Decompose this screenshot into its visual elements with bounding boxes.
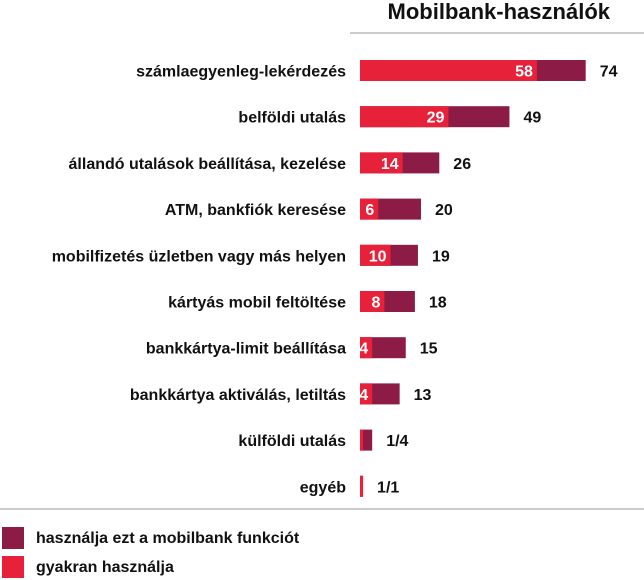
- category-label: kártyás mobil feltöltése: [168, 295, 346, 312]
- frequent-value-label: 6: [365, 202, 374, 219]
- category-label: egyéb: [300, 479, 346, 496]
- bar-frequent: [360, 106, 449, 128]
- frequent-value-label: 58: [515, 64, 533, 81]
- bar-frequent: [360, 475, 364, 497]
- bar-frequent: [360, 152, 403, 174]
- frequent-value-label: 14: [381, 156, 399, 173]
- category-label: bankkártya-limit beállítása: [146, 341, 346, 358]
- used-value-label: 1/1: [377, 479, 399, 496]
- legend-label-frequent: gyakran használja: [36, 559, 174, 576]
- category-label: bankkártya aktiválás, letiltás: [130, 387, 346, 404]
- bar-frequent: [360, 244, 391, 266]
- bar-frequent: [360, 60, 537, 81]
- category-label: mobilfizetés üzletben vagy más helyen: [52, 248, 346, 265]
- used-value-label: 26: [453, 156, 471, 173]
- frequent-value-label: 8: [371, 295, 380, 312]
- frequent-value-label: 10: [369, 248, 387, 265]
- legend: használja ezt a mobilbank funkciót gyakr…: [2, 527, 300, 578]
- used-value-label: 13: [414, 387, 432, 404]
- chart-title: Mobilbank-használók: [388, 0, 611, 24]
- legend-swatch-used: [2, 527, 24, 549]
- bar-frequent: [360, 429, 364, 451]
- legend-label-used: használja ezt a mobilbank funkciót: [36, 530, 300, 547]
- used-value-label: 1/4: [386, 433, 408, 450]
- used-value-label: 20: [435, 202, 453, 219]
- category-label: állandó utalások beállítása, kezelése: [69, 156, 347, 173]
- category-label: külföldi utalás: [238, 433, 346, 450]
- legend-swatch-frequent: [2, 556, 24, 578]
- bars-group: számlaegyenleg-lekérdezés 58 74 belföldi ut…: [52, 60, 618, 497]
- bar-frequent: [360, 198, 379, 220]
- used-value-label: 49: [523, 110, 541, 127]
- category-label: ATM, bankfiók keresése: [165, 202, 346, 219]
- used-value-label: 15: [420, 341, 438, 358]
- frequent-value-label: 29: [427, 110, 445, 127]
- bar-frequent: [360, 337, 373, 359]
- used-value-label: 19: [432, 248, 450, 265]
- bar-frequent: [360, 383, 373, 405]
- frequent-value-label: 4: [359, 387, 368, 404]
- category-label: belföldi utalás: [238, 110, 346, 127]
- used-value-label: 74: [600, 64, 618, 81]
- bar-frequent: [360, 291, 385, 312]
- frequent-value-label: 4: [359, 341, 368, 358]
- used-value-label: 18: [429, 295, 447, 312]
- category-label: számlaegyenleg-lekérdezés: [136, 64, 346, 81]
